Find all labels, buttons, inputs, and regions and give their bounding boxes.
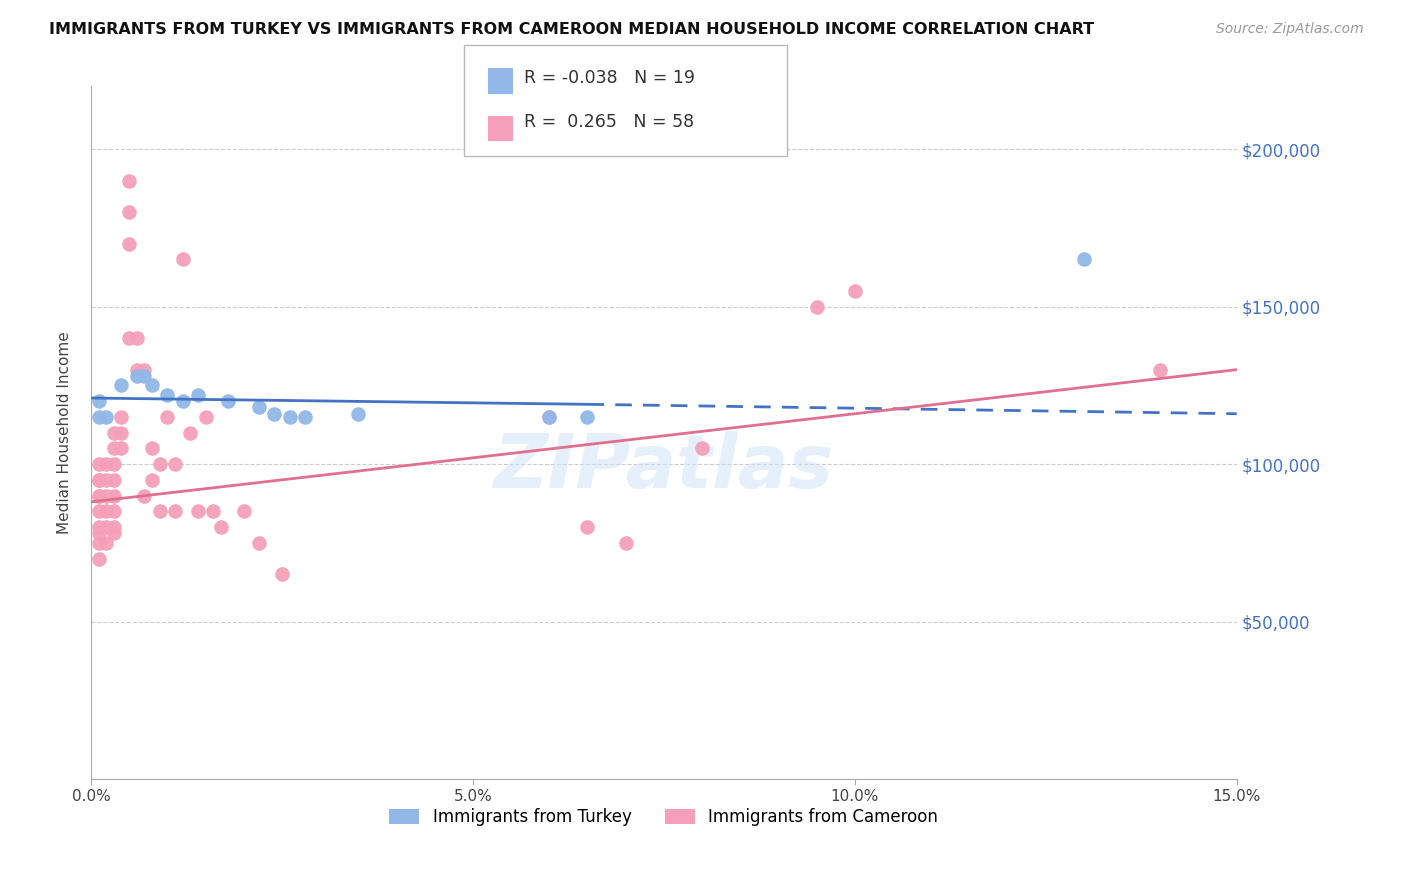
Point: [134, 368, 156, 383]
Text: Source: ZipAtlas.com: Source: ZipAtlas.com: [1216, 22, 1364, 37]
Point: [125, 368, 148, 383]
Point: [149, 504, 172, 518]
Point: [270, 567, 292, 582]
Point: [156, 388, 179, 402]
Point: [118, 331, 141, 345]
Point: [1073, 252, 1095, 267]
Point: [141, 442, 163, 456]
Text: R = -0.038   N = 19: R = -0.038 N = 19: [524, 70, 696, 87]
Point: [96, 409, 118, 424]
Point: [125, 331, 148, 345]
Point: [110, 442, 132, 456]
Point: [179, 425, 201, 440]
Point: [576, 409, 599, 424]
Legend: Immigrants from Turkey, Immigrants from Cameroon: Immigrants from Turkey, Immigrants from …: [382, 802, 945, 833]
Point: [96, 473, 118, 487]
Point: [103, 504, 125, 518]
Point: [202, 504, 225, 518]
Point: [87, 457, 110, 471]
Point: [347, 407, 370, 421]
Point: [87, 489, 110, 503]
Point: [156, 409, 179, 424]
Y-axis label: Median Household Income: Median Household Income: [58, 331, 72, 534]
Point: [247, 401, 270, 415]
Point: [844, 284, 866, 298]
Point: [110, 378, 132, 392]
Point: [576, 520, 599, 534]
Point: [209, 520, 232, 534]
Point: [87, 504, 110, 518]
Point: [134, 362, 156, 376]
Point: [163, 457, 186, 471]
Point: [87, 536, 110, 550]
Point: [87, 520, 110, 534]
Text: R =  0.265   N = 58: R = 0.265 N = 58: [524, 113, 695, 131]
Point: [263, 407, 285, 421]
Point: [87, 473, 110, 487]
Point: [232, 504, 254, 518]
Point: [103, 473, 125, 487]
Point: [96, 520, 118, 534]
Point: [110, 409, 132, 424]
Point: [118, 236, 141, 251]
Point: [187, 504, 209, 518]
Point: [187, 388, 209, 402]
Point: [110, 425, 132, 440]
Point: [141, 378, 163, 392]
Point: [87, 394, 110, 409]
Point: [247, 536, 270, 550]
Point: [614, 536, 637, 550]
Point: [194, 409, 217, 424]
Point: [125, 362, 148, 376]
Point: [141, 473, 163, 487]
Point: [87, 409, 110, 424]
Point: [806, 300, 828, 314]
Text: ZIPatlas: ZIPatlas: [494, 431, 834, 504]
Point: [87, 473, 110, 487]
Point: [96, 457, 118, 471]
Point: [172, 394, 194, 409]
Point: [1149, 362, 1171, 376]
Point: [278, 409, 301, 424]
Point: [103, 425, 125, 440]
Point: [118, 174, 141, 188]
Point: [87, 526, 110, 541]
Point: [103, 520, 125, 534]
Point: [87, 551, 110, 566]
Point: [96, 504, 118, 518]
Point: [149, 457, 172, 471]
Point: [294, 409, 316, 424]
Point: [134, 489, 156, 503]
Point: [217, 394, 239, 409]
Point: [87, 489, 110, 503]
Point: [103, 489, 125, 503]
Point: [690, 442, 713, 456]
Text: IMMIGRANTS FROM TURKEY VS IMMIGRANTS FROM CAMEROON MEDIAN HOUSEHOLD INCOME CORRE: IMMIGRANTS FROM TURKEY VS IMMIGRANTS FRO…: [49, 22, 1094, 37]
Point: [118, 205, 141, 219]
Point: [538, 409, 561, 424]
Point: [103, 442, 125, 456]
Point: [96, 489, 118, 503]
Point: [103, 457, 125, 471]
Point: [103, 526, 125, 541]
Point: [538, 409, 561, 424]
Point: [96, 536, 118, 550]
Point: [172, 252, 194, 267]
Point: [163, 504, 186, 518]
